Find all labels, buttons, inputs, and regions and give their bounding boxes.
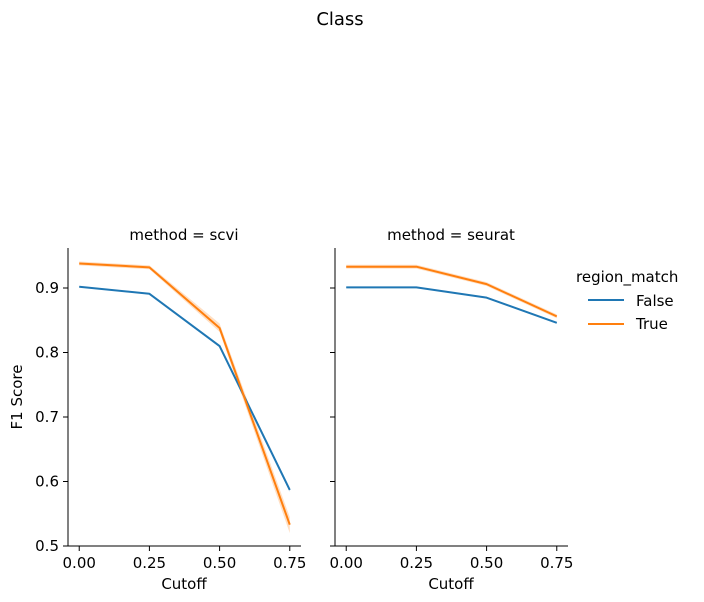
panel-scvi-ticks: 0.00 0.25 0.50 0.75 0.5 0.6 0.7 0.8 0.9 <box>35 279 306 572</box>
x-tick-label: 0.00 <box>330 554 363 572</box>
y-axis-label: F1 Score <box>8 365 26 430</box>
panel-title-scvi: method = scvi <box>129 226 238 244</box>
figure-title: Class <box>316 9 363 30</box>
x-tick-label: 0.50 <box>470 554 503 572</box>
y-tick-label: 0.7 <box>35 408 59 426</box>
x-tick-label: 0.75 <box>540 554 573 572</box>
panel-scvi-ci-bands <box>79 261 290 534</box>
x-axis-label-scvi: Cutoff <box>161 575 207 593</box>
y-tick-label: 0.5 <box>35 537 59 555</box>
panel-seurat-lines <box>346 265 558 324</box>
panel-scvi-lines <box>79 262 291 526</box>
y-tick-label: 0.8 <box>35 343 59 361</box>
panel-scvi: method = scvi 0.00 0.25 0.50 0.750.50.60.70… <box>8 226 306 593</box>
series-line-true <box>346 265 558 318</box>
x-tick-label: 0.75 <box>273 554 306 572</box>
legend: region_match False True <box>576 268 678 333</box>
series-line-false <box>79 285 291 491</box>
x-tick-label: 0.50 <box>203 554 236 572</box>
x-tick-label: 0.00 <box>63 554 96 572</box>
panel-seurat: method = seurat 0.00 0.25 0.50 0.75 Cutoff <box>330 226 574 593</box>
y-tick-label: 0.6 <box>35 472 59 490</box>
ci-band-true <box>79 261 290 534</box>
series-line-true <box>79 262 291 526</box>
panel-seurat-ci-bands <box>346 264 557 324</box>
legend-label-true: True <box>635 315 668 333</box>
x-tick-label: 0.25 <box>400 554 433 572</box>
panel-seurat-ticks: 0.00 0.25 0.50 0.75 <box>330 287 573 572</box>
ci-band-false <box>79 286 290 492</box>
x-axis-label-seurat: Cutoff <box>428 575 474 593</box>
legend-title: region_match <box>576 268 678 287</box>
y-tick-label: 0.9 <box>35 279 59 297</box>
series-line-false <box>346 286 558 324</box>
legend-label-false: False <box>636 292 674 310</box>
panel-title-seurat: method = seurat <box>387 226 515 244</box>
x-tick-label: 0.25 <box>133 554 166 572</box>
